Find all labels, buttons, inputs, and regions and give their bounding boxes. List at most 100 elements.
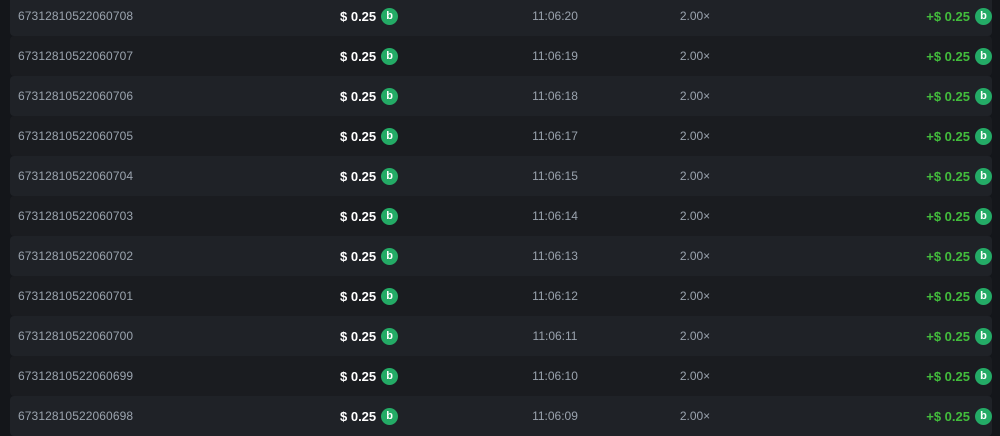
bet-time-cell: 11:06:19: [532, 49, 578, 63]
bet-id-cell[interactable]: 67312810522060703: [18, 209, 134, 223]
payout-cell: +$ 0.25 b: [750, 367, 992, 385]
bet-row[interactable]: 67312810522060706 $ 0.25 b 11:06:18 2.00× +$ …: [10, 76, 992, 116]
bet-row[interactable]: 67312810522060705 $ 0.25 b 11:06:17 2.00× +$ …: [10, 116, 992, 156]
bet-id-cell[interactable]: 67312810522060698: [18, 409, 134, 423]
bet-amount-value: $ 0.25: [340, 408, 377, 424]
bet-id-cell[interactable]: 67312810522060702: [18, 249, 134, 263]
bet-time-cell: 11:06:11: [532, 329, 578, 343]
payout-value: +$ 0.25: [926, 408, 970, 424]
multiplier-cell: 2.00×: [679, 9, 711, 23]
payout-cell: +$ 0.25 b: [750, 7, 992, 25]
bet-id-cell[interactable]: 67312810522060701: [18, 289, 134, 303]
bet-amount-cell: $ 0.25 b: [340, 327, 470, 345]
bet-id-cell[interactable]: 67312810522060706: [18, 89, 134, 103]
payout-cell: +$ 0.25 b: [750, 247, 992, 265]
payout-cell: +$ 0.25 b: [750, 167, 992, 185]
bcd-coin-icon: b: [975, 287, 992, 305]
bet-amount-cell: $ 0.25 b: [340, 287, 470, 305]
bcd-coin-icon: b: [975, 327, 992, 345]
bet-id-cell[interactable]: 67312810522060700: [18, 329, 134, 343]
bet-time-cell: 11:06:15: [532, 169, 578, 183]
payout-value: +$ 0.25: [926, 128, 970, 144]
bet-time-cell: 11:06:13: [532, 249, 578, 263]
bet-amount-value: $ 0.25: [340, 8, 377, 24]
bet-row[interactable]: 67312810522060701 $ 0.25 b 11:06:12 2.00× +$ …: [10, 276, 992, 316]
bet-amount-value: $ 0.25: [340, 88, 377, 104]
bet-id-cell[interactable]: 67312810522060704: [18, 169, 134, 183]
bet-time-cell: 11:06:09: [532, 409, 578, 423]
bet-amount-value: $ 0.25: [340, 288, 377, 304]
bcd-coin-icon: b: [975, 47, 992, 65]
bet-row[interactable]: 67312810522060699 $ 0.25 b 11:06:10 2.00× +$ …: [10, 356, 992, 396]
payout-value: +$ 0.25: [926, 288, 970, 304]
bcd-coin-icon: b: [975, 7, 992, 25]
bet-time-cell: 11:06:12: [532, 289, 578, 303]
multiplier-cell: 2.00×: [679, 89, 711, 103]
bet-time-cell: 11:06:10: [532, 369, 578, 383]
multiplier-cell: 2.00×: [679, 369, 711, 383]
bcd-coin-icon: b: [975, 407, 992, 425]
bcd-coin-icon: b: [381, 47, 399, 65]
multiplier-cell: 2.00×: [679, 209, 711, 223]
bet-time-cell: 11:06:20: [532, 9, 578, 23]
bet-amount-cell: $ 0.25 b: [340, 127, 470, 145]
payout-value: +$ 0.25: [926, 8, 970, 24]
payout-value: +$ 0.25: [926, 168, 970, 184]
bcd-coin-icon: b: [975, 127, 992, 145]
bet-time-cell: 11:06:17: [532, 129, 578, 143]
payout-cell: +$ 0.25 b: [750, 207, 992, 225]
bets-history-table: 67312810522060708 $ 0.25 b 11:06:20 2.00× +$ …: [10, 0, 992, 436]
payout-value: +$ 0.25: [926, 328, 970, 344]
bcd-coin-icon: b: [975, 367, 992, 385]
payout-cell: +$ 0.25 b: [750, 127, 992, 145]
bcd-coin-icon: b: [381, 247, 399, 265]
bcd-coin-icon: b: [381, 7, 399, 25]
multiplier-cell: 2.00×: [679, 169, 711, 183]
payout-value: +$ 0.25: [926, 208, 970, 224]
bcd-coin-icon: b: [975, 207, 992, 225]
bet-row[interactable]: 67312810522060702 $ 0.25 b 11:06:13 2.00× +$ …: [10, 236, 992, 276]
bet-row[interactable]: 67312810522060698 $ 0.25 b 11:06:09 2.00× +$ …: [10, 396, 992, 436]
bcd-coin-icon: b: [381, 367, 399, 385]
bcd-coin-icon: b: [381, 327, 399, 345]
payout-cell: +$ 0.25 b: [750, 407, 992, 425]
bet-amount-cell: $ 0.25 b: [340, 247, 470, 265]
bcd-coin-icon: b: [381, 127, 399, 145]
bcd-coin-icon: b: [975, 247, 992, 265]
bet-id-cell[interactable]: 67312810522060705: [18, 129, 134, 143]
bet-amount-value: $ 0.25: [340, 248, 377, 264]
bet-row[interactable]: 67312810522060704 $ 0.25 b 11:06:15 2.00× +$ …: [10, 156, 992, 196]
bet-id-cell[interactable]: 67312810522060699: [18, 369, 134, 383]
bet-amount-cell: $ 0.25 b: [340, 47, 470, 65]
payout-cell: +$ 0.25 b: [750, 47, 992, 65]
bet-id-cell[interactable]: 67312810522060708: [18, 9, 134, 23]
multiplier-cell: 2.00×: [679, 289, 711, 303]
multiplier-cell: 2.00×: [679, 409, 711, 423]
bcd-coin-icon: b: [381, 407, 399, 425]
bet-id-cell[interactable]: 67312810522060707: [18, 49, 134, 63]
bet-amount-cell: $ 0.25 b: [340, 87, 470, 105]
bet-row[interactable]: 67312810522060708 $ 0.25 b 11:06:20 2.00× +$ …: [10, 0, 992, 36]
bet-amount-cell: $ 0.25 b: [340, 367, 470, 385]
bcd-coin-icon: b: [975, 167, 992, 185]
bet-amount-cell: $ 0.25 b: [340, 167, 470, 185]
multiplier-cell: 2.00×: [679, 329, 711, 343]
bcd-coin-icon: b: [975, 87, 992, 105]
payout-cell: +$ 0.25 b: [750, 87, 992, 105]
bet-amount-value: $ 0.25: [340, 328, 377, 344]
payout-value: +$ 0.25: [926, 88, 970, 104]
bet-amount-value: $ 0.25: [340, 128, 377, 144]
bet-amount-value: $ 0.25: [340, 48, 377, 64]
bet-row[interactable]: 67312810522060700 $ 0.25 b 11:06:11 2.00× +$ …: [10, 316, 992, 356]
bcd-coin-icon: b: [381, 167, 399, 185]
bet-row[interactable]: 67312810522060703 $ 0.25 b 11:06:14 2.00× +$ …: [10, 196, 992, 236]
bet-row[interactable]: 67312810522060707 $ 0.25 b 11:06:19 2.00× +$ …: [10, 36, 992, 76]
bet-amount-value: $ 0.25: [340, 168, 377, 184]
multiplier-cell: 2.00×: [679, 49, 711, 63]
payout-value: +$ 0.25: [926, 48, 970, 64]
bet-amount-cell: $ 0.25 b: [340, 207, 470, 225]
payout-value: +$ 0.25: [926, 368, 970, 384]
payout-cell: +$ 0.25 b: [750, 327, 992, 345]
bet-amount-value: $ 0.25: [340, 208, 377, 224]
payout-value: +$ 0.25: [926, 248, 970, 264]
